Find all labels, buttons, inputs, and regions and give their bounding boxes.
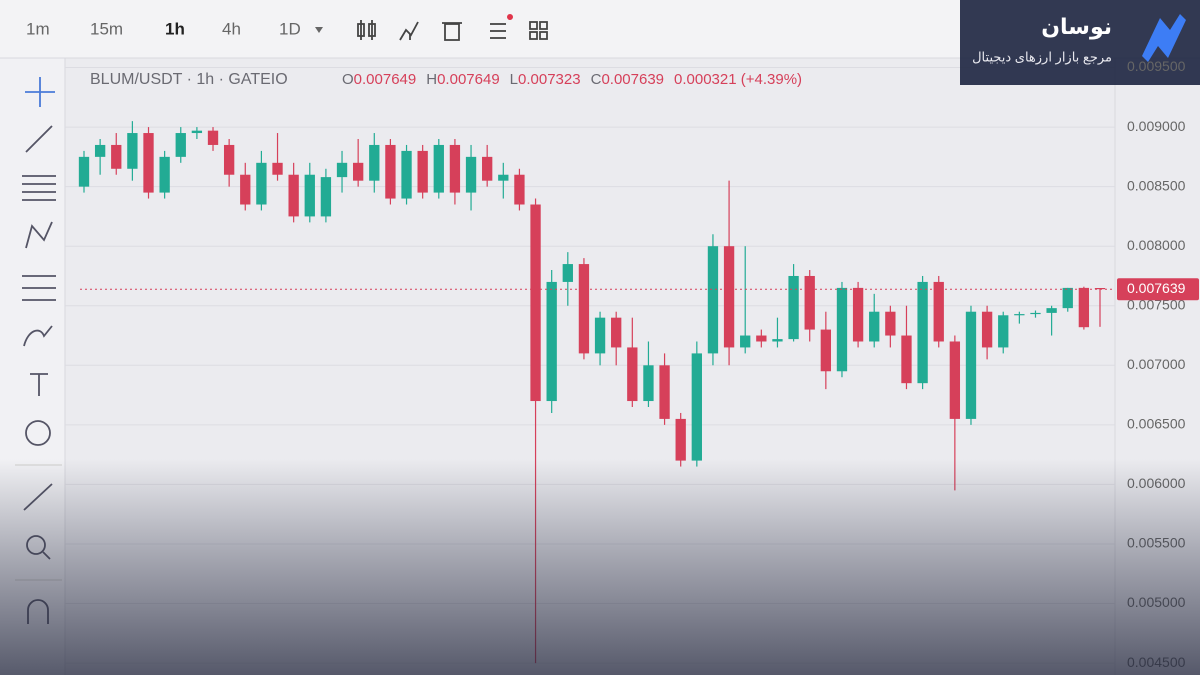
candle-body xyxy=(401,150,412,199)
candle-body xyxy=(256,162,267,205)
candle-body xyxy=(530,204,541,402)
candle-body xyxy=(143,133,154,193)
ohlc-label: L xyxy=(510,71,518,88)
candle-body xyxy=(981,311,993,348)
y-tick-label: 0.006500 xyxy=(1127,416,1186,432)
y-tick-label: 0.008500 xyxy=(1127,177,1186,193)
y-tick-label: 0.005000 xyxy=(1127,594,1186,610)
candle-body xyxy=(320,177,332,217)
notification-dot xyxy=(507,14,513,20)
candle-body xyxy=(240,174,251,205)
candle-body xyxy=(207,130,219,145)
candle-body xyxy=(78,156,90,187)
candle-body xyxy=(885,311,896,336)
candle-body xyxy=(788,275,799,340)
ohlc-label: H xyxy=(426,71,437,88)
candle-body xyxy=(546,281,557,402)
y-tick-label: 0.006000 xyxy=(1127,475,1186,491)
interval-button[interactable]: 4h xyxy=(222,19,241,38)
candle-body xyxy=(691,353,702,461)
candle-body xyxy=(901,335,912,384)
candle-body xyxy=(949,341,961,419)
candle-body xyxy=(1078,287,1090,328)
candle-body xyxy=(1014,314,1025,316)
ohlc-value: 0.007649 xyxy=(354,71,417,88)
y-tick-label: 0.008000 xyxy=(1127,237,1186,253)
y-tick-label: 0.007000 xyxy=(1127,356,1186,372)
candle-body xyxy=(772,339,783,342)
candle-body xyxy=(965,311,977,419)
candle-body xyxy=(659,365,670,419)
candle-body xyxy=(352,162,364,181)
candle-body xyxy=(707,246,719,354)
y-tick-label: 0.009000 xyxy=(1127,118,1186,134)
candle-body xyxy=(723,246,735,348)
candle-body xyxy=(417,150,428,193)
change: 0.000321 (+4.39%) xyxy=(674,71,802,88)
y-tick-label: 0.005500 xyxy=(1127,535,1186,551)
logo-name: نوسان xyxy=(1041,14,1112,40)
candle-body xyxy=(594,317,606,354)
y-tick-label: 0.009500 xyxy=(1127,58,1186,74)
candle-body xyxy=(111,144,122,169)
interval-button[interactable]: 1D xyxy=(279,19,301,38)
candle-body xyxy=(272,162,283,175)
candle-body xyxy=(756,335,767,342)
candle-body xyxy=(385,144,396,199)
candle-body xyxy=(159,156,170,193)
y-tick-label: 0.004500 xyxy=(1127,654,1186,670)
symbol: BLUM/USDT · 1h · GATEIO xyxy=(90,71,288,88)
candle-body xyxy=(514,174,525,205)
candle-body xyxy=(127,133,138,169)
candle-body xyxy=(288,174,299,217)
left-toolbar xyxy=(0,58,65,675)
ohlc-value: 0.007323 xyxy=(518,71,581,88)
candle-body xyxy=(643,365,654,402)
candle-body xyxy=(482,156,493,181)
candle-body xyxy=(1046,308,1057,313)
candle-body xyxy=(562,264,573,282)
ohlc-value: 0.007639 xyxy=(601,71,664,88)
candle-body xyxy=(465,156,477,193)
candle-body xyxy=(336,162,348,178)
candle-body xyxy=(1030,312,1041,315)
ohlc-label: C xyxy=(591,71,602,88)
candle-body xyxy=(675,418,686,461)
logo-tagline: مرجع بازار ارزهای دیجیتال xyxy=(972,49,1112,65)
candle-body xyxy=(852,287,864,342)
ohlc-value: 0.007649 xyxy=(437,71,500,88)
interval-button[interactable]: 1m xyxy=(26,19,50,38)
candle-body xyxy=(804,275,815,330)
candle-body xyxy=(820,329,832,372)
candle-body xyxy=(433,144,444,193)
candle-body xyxy=(191,130,203,134)
ohlc-readout: O0.007649 H0.007649 L0.007323 C0.007639 0.00… xyxy=(342,71,802,88)
candle-body xyxy=(578,264,590,354)
candle-body xyxy=(627,347,638,402)
candle-body xyxy=(836,287,848,372)
candle-body xyxy=(611,317,622,348)
candle-body xyxy=(933,281,944,342)
candle-body xyxy=(869,311,880,342)
candle-body xyxy=(449,144,461,193)
candle-body xyxy=(1062,287,1073,309)
candle-body xyxy=(304,174,315,217)
candle-body xyxy=(175,133,186,157)
candle-body xyxy=(917,281,928,384)
candle-body xyxy=(740,335,751,348)
ohlc-label: O xyxy=(342,71,354,88)
interval-button[interactable]: 15m xyxy=(90,19,123,38)
candle-body xyxy=(94,144,106,157)
candle-body xyxy=(369,144,380,181)
interval-button[interactable]: 1h xyxy=(165,19,185,38)
last-price-label: 0.007639 xyxy=(1127,280,1186,296)
candle-body xyxy=(998,315,1009,348)
candle-body xyxy=(498,174,509,181)
candle-body xyxy=(223,144,235,175)
